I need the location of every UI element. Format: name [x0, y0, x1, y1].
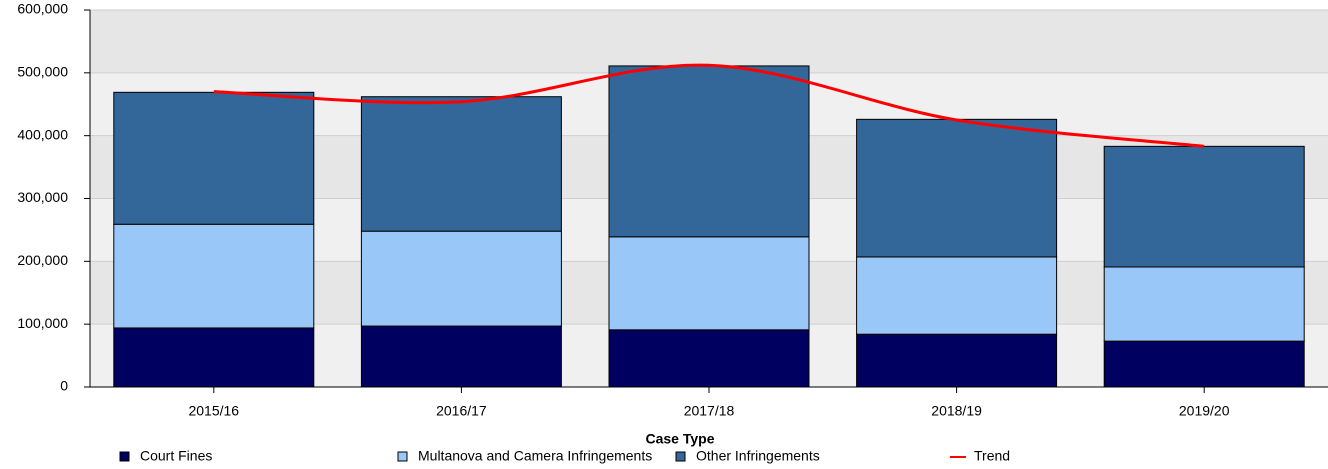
y-tick-label: 200,000 [17, 252, 68, 268]
y-tick-label: 0 [60, 378, 68, 394]
bar-segment [360, 325, 562, 388]
trend-line [213, 63, 1205, 148]
bar-segment [360, 230, 562, 327]
bar-segment [1103, 340, 1305, 388]
bar-segment [608, 236, 810, 331]
plot-band [90, 10, 1328, 73]
y-tick-label: 600,000 [17, 1, 68, 17]
bar-segment [608, 65, 810, 238]
x-tick-label: 2015/16 [188, 403, 239, 419]
bar-segment [1103, 266, 1305, 342]
bar-segment [856, 256, 1058, 335]
x-tick-label: 2018/19 [931, 403, 982, 419]
x-tick-label: 2017/18 [684, 403, 735, 419]
legend-label: Trend [974, 448, 1010, 464]
bar-segment [856, 333, 1058, 388]
legend-label: Multanova and Camera Infringements [418, 448, 652, 464]
x-tick-label: 2016/17 [436, 403, 487, 419]
bar-segment [113, 91, 315, 225]
legend-swatch [397, 451, 408, 462]
legend-label: Court Fines [140, 448, 212, 464]
y-tick-label: 100,000 [17, 315, 68, 331]
legend-title: Case Type [646, 431, 715, 447]
legend-swatch [675, 451, 686, 462]
legend-swatch [119, 451, 130, 462]
y-tick-label: 500,000 [17, 64, 68, 80]
bar-segment [1103, 145, 1305, 268]
bar-segment [360, 96, 562, 232]
bar-segment [608, 329, 810, 388]
x-tick-label: 2019/20 [1179, 403, 1230, 419]
legend-label: Other Infringements [696, 448, 820, 464]
bar-segment [113, 327, 315, 388]
bar-segment [113, 223, 315, 329]
bar-segment [856, 118, 1058, 258]
y-tick-label: 300,000 [17, 189, 68, 205]
y-tick-label: 400,000 [17, 126, 68, 142]
